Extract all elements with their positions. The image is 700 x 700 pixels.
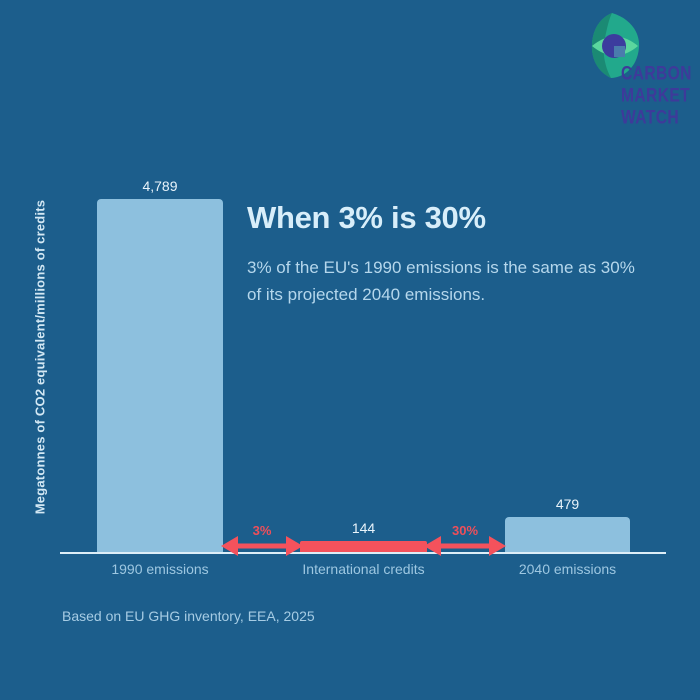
bar-1990-emissions <box>97 198 223 552</box>
subtitle: 3% of the EU's 1990 emissions is the sam… <box>247 258 635 304</box>
bar-value-label: 479 <box>555 495 580 512</box>
bar-2040-emissions <box>505 516 630 552</box>
bar-column-1990: 4,789 <box>97 178 223 552</box>
bar-value-label: 144 <box>351 520 376 537</box>
x-tick-label-1990: 1990 emissions <box>111 561 209 577</box>
annotation-30pct-label: 30% <box>451 523 479 538</box>
logo-text-line: WATCH <box>621 106 680 129</box>
x-axis-line <box>60 552 666 554</box>
double-arrow-icon <box>424 536 506 556</box>
bar-international-credits <box>300 541 427 552</box>
bar-chart: 4,789 144 479 <box>0 178 700 552</box>
leaf-eye-icon <box>591 13 640 78</box>
source-note: Based on EU GHG inventory, EEA, 2025 <box>62 608 315 624</box>
bar-value-label: 4,789 <box>142 177 178 194</box>
logo-wordmark: CARBON MARKET WATCH <box>621 63 698 129</box>
x-tick-label-credits: International credits <box>302 561 425 577</box>
bar-column-credits: 144 <box>300 183 427 552</box>
double-arrow-icon <box>221 536 303 556</box>
x-tick-label-2040: 2040 emissions <box>518 561 617 577</box>
logo-text-line: MARKET <box>621 84 691 107</box>
bar-column-2040: 479 <box>505 183 630 552</box>
page-title: When 3% is 30% <box>247 200 486 235</box>
annotation-3pct-label: 3% <box>252 523 272 538</box>
logo: CARBON MARKET WATCH <box>585 10 695 135</box>
logo-text-line: CARBON <box>621 62 692 85</box>
